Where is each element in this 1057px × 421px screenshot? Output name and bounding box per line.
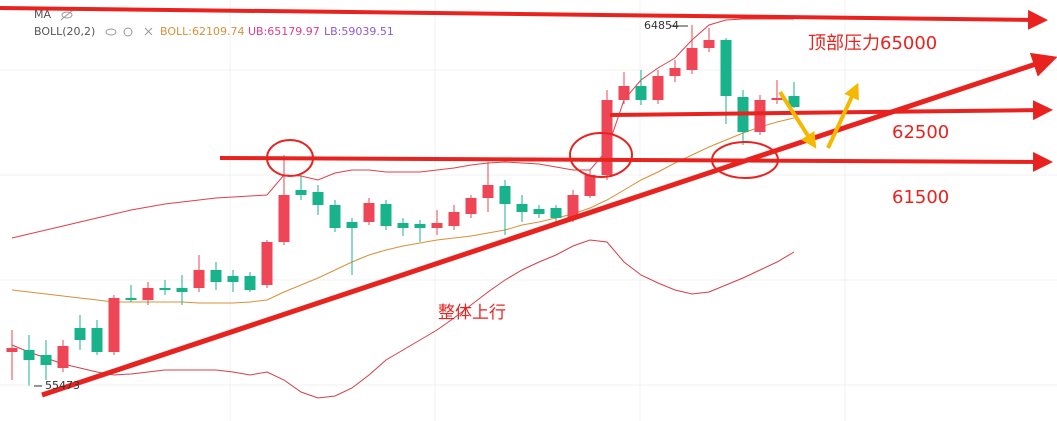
annotations xyxy=(0,6,1057,398)
yellow-arrow xyxy=(778,90,817,149)
candle-body xyxy=(516,204,528,212)
candle-body xyxy=(363,203,375,222)
circle xyxy=(266,139,314,177)
candle-body xyxy=(533,209,545,214)
candle-body xyxy=(414,224,426,228)
candle-body xyxy=(703,40,715,48)
candle-body xyxy=(159,288,171,290)
candle-body xyxy=(312,192,324,205)
icons[interactable] xyxy=(105,27,153,37)
candle-body xyxy=(176,288,188,292)
candle-body xyxy=(669,68,681,76)
candle-body xyxy=(397,223,409,228)
candle-body xyxy=(720,40,732,96)
candle-body xyxy=(227,276,239,282)
candle-body xyxy=(686,48,698,70)
arrow-line xyxy=(609,100,1053,121)
candle-body xyxy=(465,198,477,214)
candle-body xyxy=(244,276,256,290)
candle-body xyxy=(108,298,120,352)
candle-body xyxy=(142,288,154,300)
candle-body xyxy=(329,205,341,228)
plot xyxy=(6,18,800,399)
arrow-line xyxy=(0,6,1048,30)
candle-body xyxy=(635,86,647,100)
circle xyxy=(711,141,779,179)
candle-body xyxy=(6,348,18,352)
band-line xyxy=(11,239,795,399)
annotation: 整体上行 xyxy=(438,303,506,323)
candle-body xyxy=(380,204,392,226)
candle-body xyxy=(261,242,273,285)
candle-body xyxy=(193,270,205,288)
candle-body xyxy=(431,223,443,228)
candle-body xyxy=(448,212,460,226)
candle-body xyxy=(788,96,800,107)
candle-body xyxy=(210,270,222,282)
candle-body xyxy=(754,100,766,132)
candle-body xyxy=(74,328,86,340)
boll-label: BOLL(20,2) xyxy=(34,25,95,38)
circle xyxy=(569,132,633,178)
candle-body xyxy=(295,190,307,195)
eye-icon[interactable] xyxy=(60,9,74,21)
candle-body xyxy=(482,185,494,198)
candle-body xyxy=(550,208,562,218)
boll-lb: LB:59039.51 xyxy=(324,25,394,38)
header: MA BOLL(20,2) BOLL:62109.74 UB:65179.97 … xyxy=(34,8,394,38)
candle-body xyxy=(652,76,664,100)
annotation: 61500 xyxy=(892,187,949,208)
candle-body xyxy=(91,328,103,352)
annotation: 顶部压力65000 xyxy=(808,33,937,54)
high-label: 64854 xyxy=(644,19,679,32)
candle-body xyxy=(601,100,613,175)
arrow-line xyxy=(219,151,1053,172)
candle-body xyxy=(125,298,137,300)
yellow-arrow xyxy=(826,82,859,149)
trend-arrow xyxy=(41,52,1057,398)
ma-label: MA xyxy=(34,8,51,21)
candle-body xyxy=(618,86,630,100)
candle-body xyxy=(23,350,35,360)
band-line xyxy=(11,117,795,304)
band-line xyxy=(11,18,794,239)
candle-body xyxy=(40,355,52,365)
boll-ub: UB:65179.97 xyxy=(248,25,320,38)
candle-body xyxy=(346,222,358,228)
candle-body xyxy=(57,346,69,368)
candle-body xyxy=(278,195,290,242)
candle-body xyxy=(771,98,783,100)
annotation: 62500 xyxy=(892,122,949,143)
low-label: 55473 xyxy=(45,379,80,392)
candle-body xyxy=(584,175,596,196)
candle-body xyxy=(567,195,579,218)
candle-body xyxy=(499,186,511,204)
boll-mid: BOLL:62109.74 xyxy=(160,25,244,38)
